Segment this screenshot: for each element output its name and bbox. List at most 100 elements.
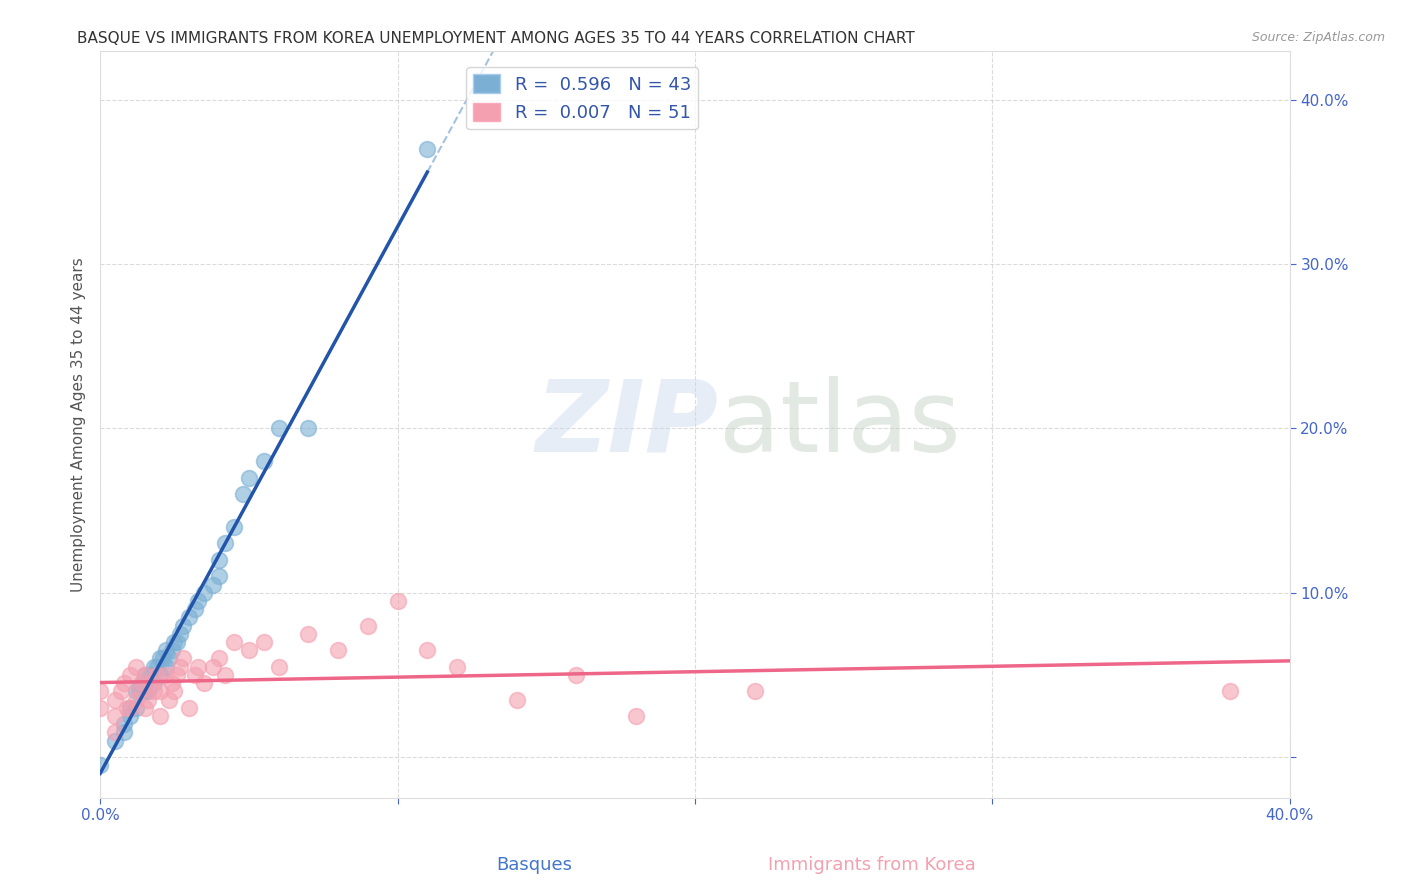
Text: BASQUE VS IMMIGRANTS FROM KOREA UNEMPLOYMENT AMONG AGES 35 TO 44 YEARS CORRELATI: BASQUE VS IMMIGRANTS FROM KOREA UNEMPLOY… [77, 31, 915, 46]
Point [131, 676, 153, 690]
Point [149, 651, 172, 665]
Point [131, 676, 153, 690]
Point [565, 668, 588, 682]
Point [142, 659, 165, 673]
Point [134, 668, 156, 682]
Point [118, 700, 141, 714]
Point [125, 700, 148, 714]
Point [163, 635, 186, 649]
Point [125, 692, 148, 706]
Point [624, 709, 647, 723]
Point [172, 651, 194, 665]
Point [125, 659, 148, 673]
Point [155, 668, 177, 682]
Point [104, 725, 127, 739]
Point [169, 627, 191, 641]
Point [139, 676, 162, 690]
Point [267, 421, 290, 435]
Point [208, 553, 231, 567]
Point [112, 717, 135, 731]
Point [187, 659, 209, 673]
Point [222, 520, 245, 534]
Point [202, 659, 225, 673]
Point [387, 594, 409, 608]
Point [89, 758, 111, 772]
Point [104, 692, 127, 706]
Point [184, 668, 207, 682]
Point [179, 610, 201, 624]
Point [115, 700, 138, 714]
Point [152, 651, 174, 665]
Point [155, 659, 177, 673]
Point [253, 635, 276, 649]
Point [136, 692, 159, 706]
Point [134, 668, 156, 682]
Point [267, 659, 290, 673]
Point [214, 536, 236, 550]
Point [118, 709, 141, 723]
Point [187, 594, 209, 608]
Point [214, 668, 236, 682]
Point [149, 709, 172, 723]
Point [142, 676, 165, 690]
Point [193, 676, 215, 690]
Legend: R =  0.596   N = 43, R =  0.007   N = 51: R = 0.596 N = 43, R = 0.007 N = 51 [465, 67, 699, 129]
Point [202, 577, 225, 591]
Point [505, 692, 527, 706]
Point [166, 668, 188, 682]
Point [297, 627, 319, 641]
Point [118, 668, 141, 682]
Point [134, 684, 156, 698]
Point [89, 684, 111, 698]
Point [416, 142, 439, 156]
Point [139, 668, 162, 682]
Point [160, 676, 183, 690]
Point [142, 684, 165, 698]
Point [416, 643, 439, 657]
Y-axis label: Unemployment Among Ages 35 to 44 years: Unemployment Among Ages 35 to 44 years [72, 257, 86, 591]
Point [155, 643, 177, 657]
Point [169, 659, 191, 673]
Point [208, 651, 231, 665]
Point [744, 684, 766, 698]
Point [89, 700, 111, 714]
Point [179, 700, 201, 714]
Point [357, 618, 380, 632]
Point [125, 684, 148, 698]
Text: Source: ZipAtlas.com: Source: ZipAtlas.com [1251, 31, 1385, 45]
Text: Basques: Basques [496, 856, 572, 874]
Point [134, 700, 156, 714]
Text: Immigrants from Korea: Immigrants from Korea [768, 856, 976, 874]
Point [446, 659, 468, 673]
Point [104, 733, 127, 747]
Point [253, 454, 276, 468]
Point [238, 471, 260, 485]
Point [193, 586, 215, 600]
Text: ZIP: ZIP [536, 376, 718, 473]
Point [157, 692, 180, 706]
Point [145, 668, 167, 682]
Point [110, 684, 132, 698]
Point [326, 643, 349, 657]
Text: atlas: atlas [718, 376, 960, 473]
Point [118, 700, 141, 714]
Point [136, 684, 159, 698]
Point [145, 659, 167, 673]
Point [163, 684, 186, 698]
Point [166, 635, 188, 649]
Point [149, 684, 172, 698]
Point [112, 676, 135, 690]
Point [222, 635, 245, 649]
Point [160, 643, 183, 657]
Point [112, 725, 135, 739]
Point [184, 602, 207, 616]
Point [104, 709, 127, 723]
Point [157, 651, 180, 665]
Point [128, 684, 150, 698]
Point [172, 618, 194, 632]
Point [297, 421, 319, 435]
Point [232, 487, 254, 501]
Point [128, 684, 150, 698]
Point [1219, 684, 1241, 698]
Point [149, 668, 172, 682]
